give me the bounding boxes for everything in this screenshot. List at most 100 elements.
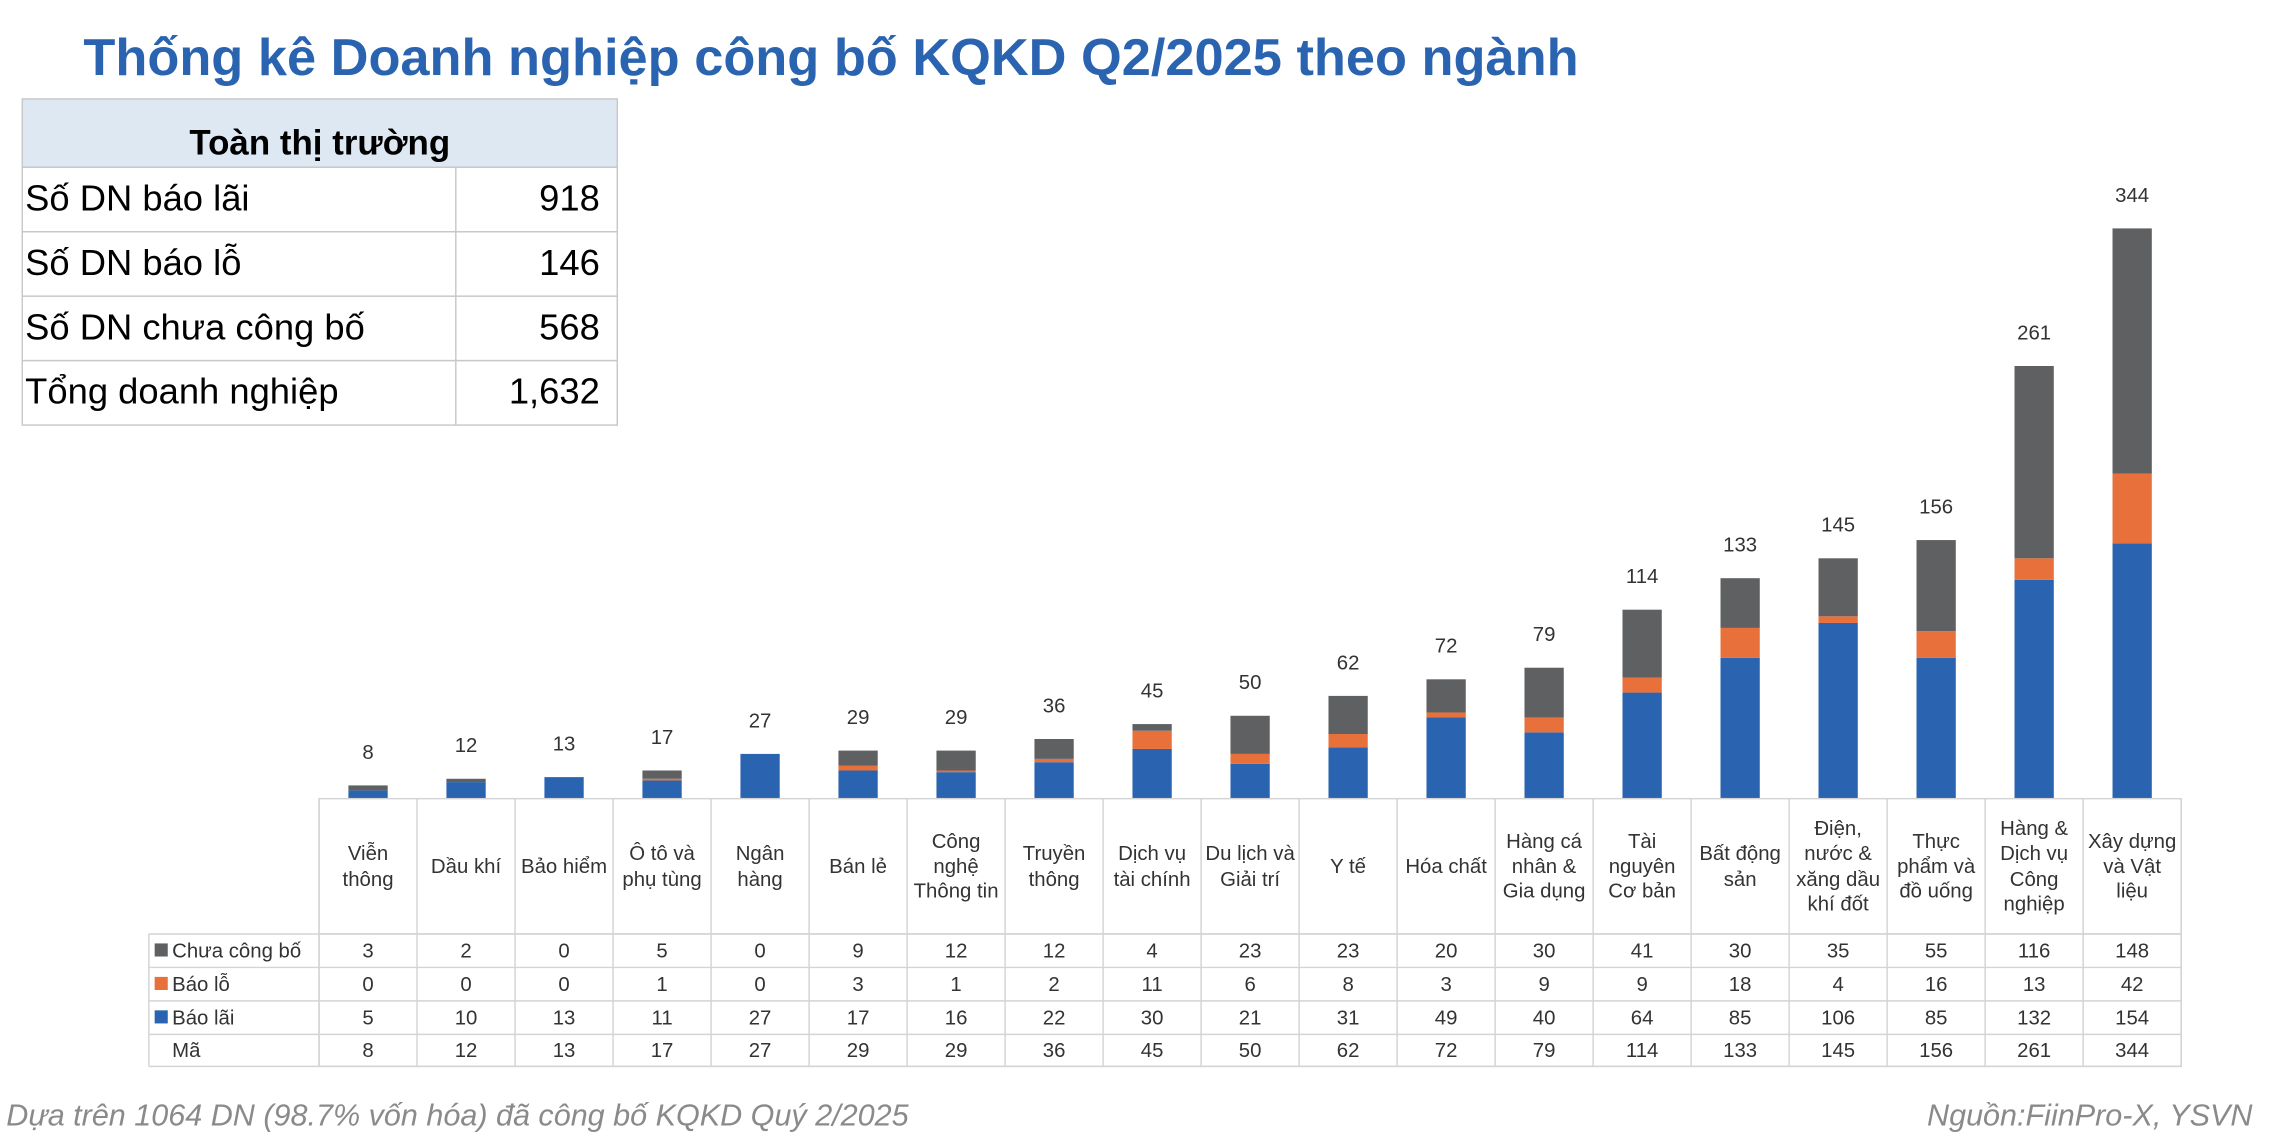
category-cell: Ô tô và phụ tùng [622,841,702,890]
bar-segment [348,785,388,791]
bar-segment [1622,609,1662,678]
table-value: 23 [1337,941,1360,963]
bar-segment [1034,738,1074,759]
table-value: 1 [950,974,961,996]
table-value: 114 [1626,1040,1658,1062]
x-tick-label: Dịch vụ tài chính [1113,841,1191,890]
total-label: 72 [1435,636,1458,658]
total-label: 8 [362,742,373,764]
category-cell: Truyền thông [1023,841,1086,889]
table-value: 4 [1832,974,1843,996]
bar-segment [446,782,486,799]
table-value: 11 [1142,974,1163,996]
row-value: 146 [539,242,600,283]
x-tick-label: Ô tô và phụ tùng [622,841,702,890]
table-value: 148 [2115,941,2149,963]
bar-segment [936,750,976,771]
table-value: 9 [852,941,863,963]
table-value: 145 [1821,1040,1855,1062]
legend-label: Chưa công bố [172,941,301,963]
table-value: 30 [1141,1007,1164,1029]
total-label: 156 [1919,496,1953,518]
bar-segment [642,780,682,799]
table-value: 29 [945,1040,968,1062]
table-value: 64 [1631,1007,1654,1029]
x-tick-label: Y tế [1330,853,1367,878]
category-cell: Bán lẻ [829,854,887,877]
table-value: 133 [1723,1040,1757,1062]
bar-segment [1818,622,1858,799]
total-label: 50 [1239,672,1262,694]
table-value: 11 [652,1007,673,1029]
bar-segment [1524,717,1564,733]
bar-segment [1426,679,1466,713]
table-value: 13 [2023,974,2046,996]
total-label: 114 [1626,566,1658,588]
table-value: 9 [1538,974,1549,996]
bar-segment [1230,763,1270,799]
x-tick-label: Xây dựng và Vật liệu [2087,829,2177,903]
row-value: 918 [539,177,600,218]
bar-segment [1328,734,1368,748]
table-value: 154 [2115,1007,2149,1029]
bar-segment [838,750,878,766]
legend-swatch [154,943,168,957]
category-cell: Tài nguyên Cơ bản [1608,829,1676,903]
bar-segment [1426,717,1466,799]
source: Nguồn:FiinPro-X, YSVN [1927,1098,2253,1132]
category-cell: Hàng & Dịch vụ Công nghiệp [2000,817,2068,915]
table-value: 27 [749,1007,772,1029]
table-value: 42 [2121,974,2144,996]
legend-label: Báo lỗ [172,973,230,996]
x-tick-label: Bất động sản [1699,841,1781,890]
bar-segment [1132,748,1172,799]
table-value: 50 [1239,1040,1262,1062]
row-label: Số DN báo lãi [25,177,249,218]
bar-segment [1524,732,1564,799]
table-value: 3 [1440,974,1451,996]
bar-segment [348,790,388,799]
x-tick-label: Dầu khí [430,853,502,878]
table-value: 5 [362,1007,373,1029]
bar-segment [1720,657,1760,799]
table-value: 18 [1729,974,1752,996]
table-value: 27 [749,1040,772,1062]
category-cell: Điện, nước & xăng dầu khí đốt [1796,816,1881,915]
total-label: 145 [1821,515,1855,537]
total-label: 17 [651,727,674,749]
x-tick-label: Tài nguyên Cơ bản [1608,829,1676,903]
category-cell: Viễn thông [343,841,394,889]
table-value: 2 [460,941,471,963]
bar-segment [1230,715,1270,754]
table-value: 79 [1533,1040,1556,1062]
total-label: 344 [2115,185,2149,207]
table-value: 0 [754,941,765,963]
legend-label: Báo lãi [172,1007,234,1029]
table-value: 36 [1043,1040,1066,1062]
table-value: 0 [460,974,471,996]
table-value: 23 [1239,941,1262,963]
table-value: 132 [2017,1007,2051,1029]
category-cell: Xây dựng và Vật liệu [2087,829,2177,903]
bar-segment [2112,228,2152,474]
bar-segment [1132,724,1172,731]
total-label: 13 [553,733,576,755]
x-tick-label: Điện, nước & xăng dầu khí đốt [1796,816,1881,915]
bar-segment [1328,695,1368,735]
table-value: 344 [2115,1040,2149,1062]
row-label: Số DN chưa công bố [25,306,365,347]
category-cell: Hàng cá nhân & Gia dụng [1502,829,1586,903]
table-value: 45 [1141,1040,1164,1062]
total-label: 27 [749,710,772,732]
bar-segment [936,772,976,799]
table-value: 10 [455,1007,478,1029]
table-value: 5 [656,941,667,963]
x-tick-label: Thực phẩm và đồ uống [1897,829,1976,903]
table-value: 8 [1342,974,1353,996]
legend-swatch [154,976,168,990]
x-tick-label: Hàng cá nhân & Gia dụng [1502,829,1586,903]
x-tick-label: Hóa chất [1405,853,1487,878]
table-value: 0 [754,974,765,996]
bar-segment [642,770,682,779]
